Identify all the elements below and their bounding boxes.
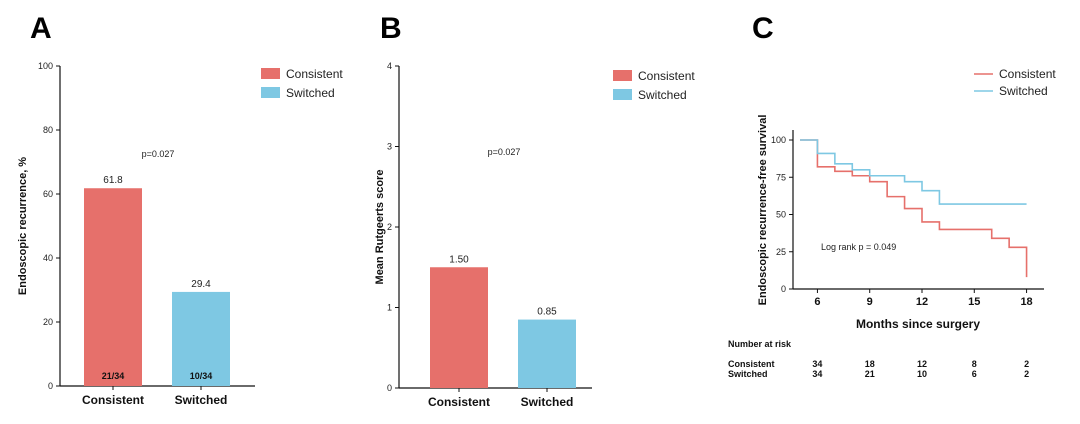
y-tick-label: 40 — [43, 253, 53, 263]
legend-swatch — [261, 87, 280, 98]
y-tick-label: 60 — [43, 189, 53, 199]
y-tick-label: 25 — [776, 247, 786, 257]
legend-swatch — [613, 89, 632, 100]
y-tick-label: 50 — [776, 210, 786, 220]
legend-swatch — [261, 68, 280, 79]
x-axis-title: Months since surgery — [856, 317, 980, 331]
y-tick-label: 20 — [43, 317, 53, 327]
category-label: Switched — [521, 395, 574, 409]
category-label: Switched — [175, 393, 228, 407]
y-tick-label: 100 — [771, 135, 786, 145]
y-tick-label: 3 — [387, 142, 392, 152]
log-rank-annotation: Log rank p = 0.049 — [821, 242, 896, 252]
x-tick-label: 18 — [1020, 296, 1032, 308]
risk-table-title: Number at risk — [728, 339, 792, 349]
y-tick-label: 1 — [387, 303, 392, 313]
risk-count: 10 — [917, 369, 927, 379]
risk-count: 6 — [972, 369, 977, 379]
x-tick-label: 9 — [867, 296, 873, 308]
risk-row-label: Switched — [728, 369, 768, 379]
panel-label-a: A — [30, 12, 52, 45]
legend-swatch — [613, 70, 632, 81]
y-tick-label: 80 — [43, 125, 53, 135]
risk-count: 2 — [1024, 359, 1029, 369]
category-label: Consistent — [428, 395, 490, 409]
chart-c: 0 25 50 75 100 6 9 12 15 18 Endoscopic recurrence-… — [728, 67, 1056, 379]
category-label: Consistent — [82, 393, 144, 407]
bar-switched — [518, 319, 576, 388]
y-tick-label: 100 — [38, 61, 53, 71]
bar-switched — [172, 291, 230, 386]
risk-count: 18 — [865, 359, 875, 369]
bar-value-label: 1.50 — [449, 254, 469, 265]
risk-row-label: Consistent — [728, 359, 775, 369]
legend-label: Consistent — [286, 67, 343, 81]
risk-count: 2 — [1024, 369, 1029, 379]
bar-value-label: 29.4 — [191, 279, 211, 290]
km-curve-consistent — [800, 139, 1028, 278]
y-tick-label: 75 — [776, 172, 786, 182]
y-tick-label: 0 — [387, 383, 392, 393]
bar-count-label: 21/34 — [102, 371, 125, 381]
legend-label: Switched — [286, 86, 335, 100]
legend-label: Switched — [638, 88, 687, 102]
km-curve-switched — [800, 139, 1027, 205]
bar-value-label: 0.85 — [537, 307, 557, 318]
risk-count: 8 — [972, 359, 977, 369]
bar-value-label: 61.8 — [103, 175, 123, 186]
bar-count-label: 10/34 — [190, 371, 213, 381]
risk-count: 12 — [917, 359, 927, 369]
risk-count: 21 — [865, 369, 875, 379]
x-tick-label: 12 — [916, 296, 928, 308]
y-tick-label: 2 — [387, 222, 392, 232]
y-tick-label: 0 — [781, 284, 786, 294]
p-value-annotation: p=0.027 — [488, 147, 521, 157]
bar-consistent — [84, 188, 142, 386]
y-axis-title: Endoscopic recurrence-free survival — [757, 115, 769, 306]
y-tick-label: 4 — [387, 61, 392, 71]
panel-label-b: B — [380, 12, 402, 45]
y-tick-label: 0 — [48, 381, 53, 391]
y-axis-title: Endoscopic recurrence, % — [17, 157, 29, 295]
risk-count: 34 — [812, 359, 822, 369]
x-tick-label: 15 — [968, 296, 980, 308]
risk-count: 34 — [812, 369, 822, 379]
panel-label-c: C — [752, 12, 774, 45]
bar-consistent — [430, 267, 488, 388]
p-value-annotation: p=0.027 — [142, 149, 175, 159]
chart-b: 0 1 2 3 4 Mean Rutgeerts score 1.50 Consistent 0… — [374, 61, 695, 409]
legend-label: Switched — [999, 84, 1048, 98]
x-tick-label: 6 — [814, 296, 820, 308]
chart-a: 0 20 40 60 80 100 Endoscopic recurrence, % 61.8… — [17, 61, 343, 407]
y-axis-title: Mean Rutgeerts score — [374, 170, 386, 285]
legend-label: Consistent — [999, 67, 1056, 81]
legend-label: Consistent — [638, 69, 695, 83]
